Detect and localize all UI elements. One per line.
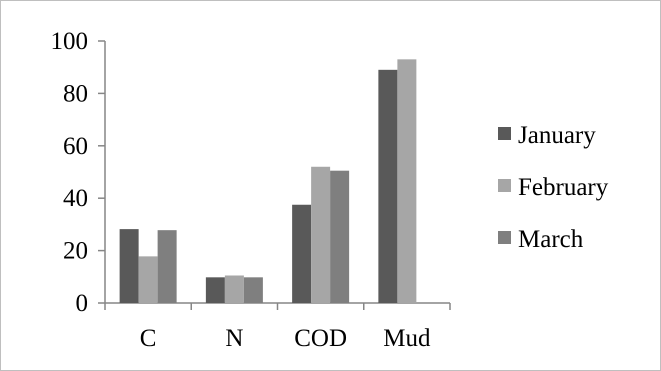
x-category-label: COD xyxy=(294,325,347,352)
legend-swatch xyxy=(498,231,511,244)
y-tick-label: 60 xyxy=(63,133,88,160)
x-category-label: C xyxy=(140,325,157,352)
y-tick-label: 100 xyxy=(51,28,89,55)
bar-january-mud xyxy=(378,69,398,303)
bar-january-c xyxy=(119,229,139,303)
x-category-label: N xyxy=(225,325,243,352)
bar-march-cod xyxy=(330,170,350,303)
y-axis: 0 20 40 60 80 100 xyxy=(51,28,106,317)
legend-label: March xyxy=(518,226,584,253)
legend-label: February xyxy=(518,174,609,201)
bar-march-n xyxy=(243,277,263,303)
bar-march-c xyxy=(157,230,177,303)
bar-january-cod xyxy=(292,204,312,303)
y-tick-label: 80 xyxy=(63,80,88,107)
legend-swatch xyxy=(498,179,511,192)
y-tick-label: 0 xyxy=(76,290,89,317)
legend: January February March xyxy=(498,122,609,253)
bar-february-n xyxy=(224,275,244,303)
legend-swatch xyxy=(498,127,511,140)
x-axis: C N COD Mud xyxy=(104,302,451,352)
bar-february-mud xyxy=(397,59,417,304)
bar-february-cod xyxy=(311,166,331,303)
bars xyxy=(119,59,417,304)
y-tick-label: 40 xyxy=(63,185,88,212)
x-category-label: Mud xyxy=(383,325,431,352)
y-tick-label: 20 xyxy=(63,238,88,265)
bar-february-c xyxy=(138,256,158,303)
bar-january-n xyxy=(205,277,225,303)
legend-label: January xyxy=(518,122,596,149)
